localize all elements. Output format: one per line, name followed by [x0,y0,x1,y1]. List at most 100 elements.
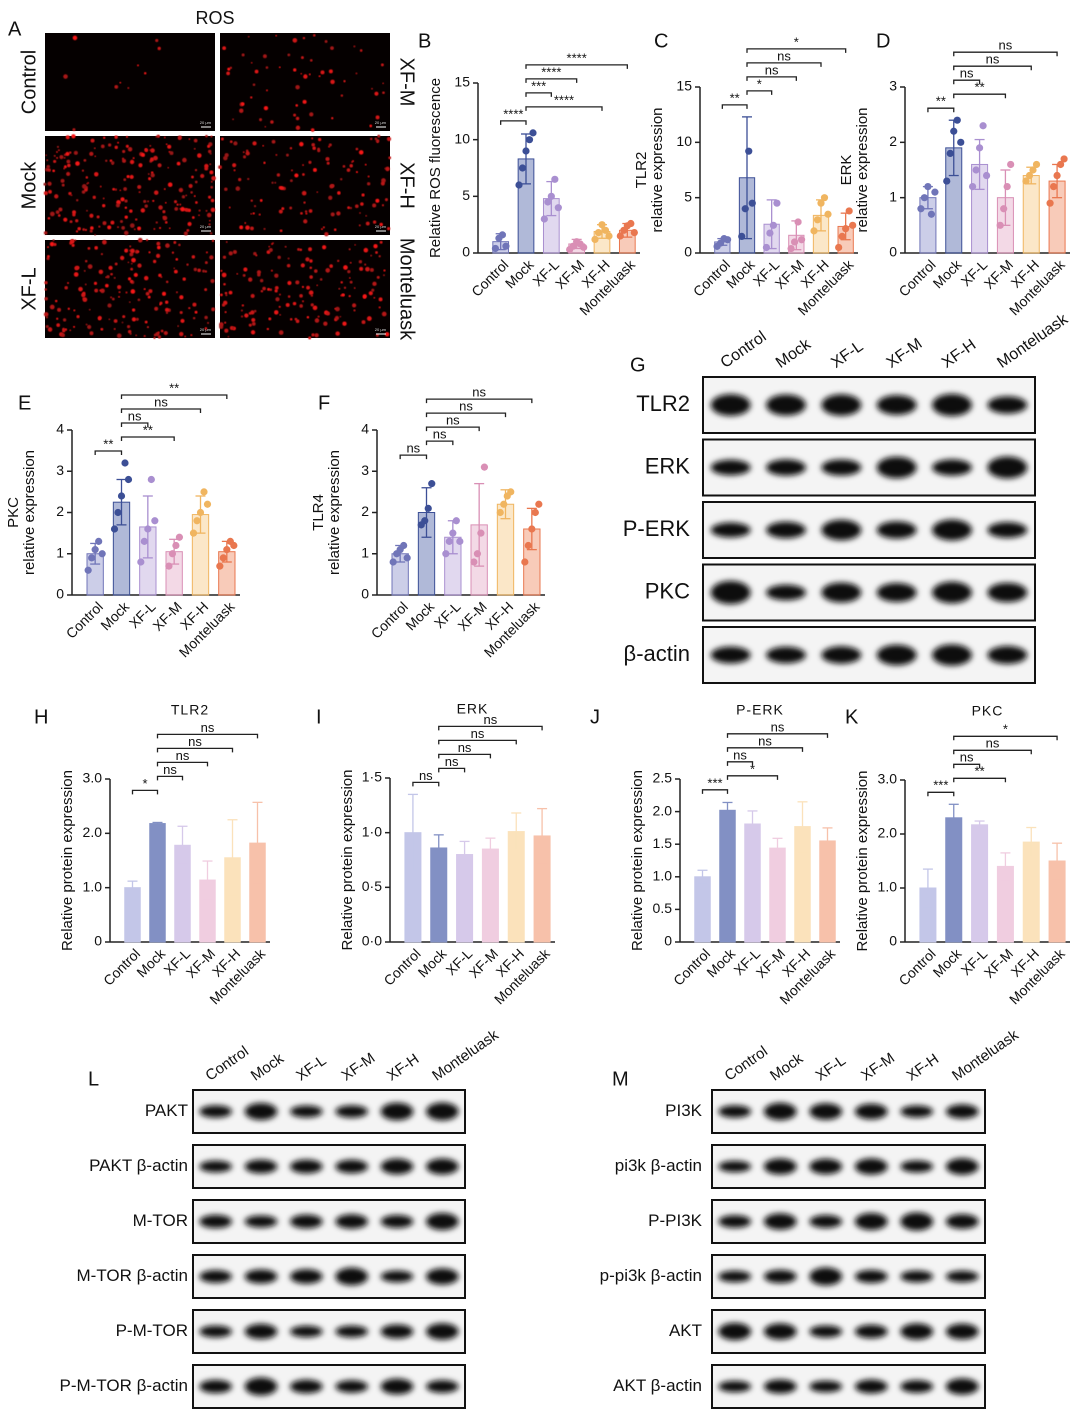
data-point [797,236,806,244]
y-axis-label: PKC [5,497,22,528]
significance-bracket [438,725,543,731]
blot-band [763,1158,797,1175]
y-tick-label: 1.0 [653,868,673,884]
significance-bracket [425,426,480,432]
y-axis-label: Relative protein expression [854,771,871,952]
fluorescence-spot [84,187,88,192]
fluorescence-spot [135,334,138,337]
fluorescence-spot [228,251,233,256]
blot-band [766,584,806,601]
fluorescence-spot [373,244,378,249]
fluorescence-spot [349,261,352,264]
fluorescence-spot [265,89,268,92]
data-point [110,525,119,533]
data-point [515,181,523,189]
significance-label: * [750,761,755,776]
fluorescence-spot [173,269,178,274]
data-point [535,500,543,508]
data-point [817,199,825,207]
data-point [745,147,753,155]
fluorescence-spot [57,214,61,217]
significance-bracket [746,62,822,67]
fluorescence-spot [82,297,85,300]
fluorescence-spot [183,231,188,236]
fluorescence-spot [379,222,383,227]
fluorescence-spot [102,197,105,200]
fluorescence-spot [338,287,341,290]
fluorescence-spot [164,220,168,224]
fluorescence-spot [62,318,67,322]
fluorescence-spot [204,166,209,171]
scale-bar-label: 20 μm [375,224,387,229]
data-point [838,232,846,240]
data-point [117,492,126,500]
data-point [502,242,510,250]
fluorescence-spot [150,148,155,153]
data-point [766,229,774,237]
fluorescence-spot [347,270,351,274]
blot-band [876,583,917,602]
fluorescence-spot [224,291,228,295]
fluorescence-spot [132,157,135,160]
fluorescence-spot [381,204,385,207]
data-point [477,529,485,537]
blot-band [335,1214,368,1229]
fluorescence-spot [211,307,216,312]
significance-bracket [131,789,159,795]
fluorescence-spot [366,182,371,186]
fluorescence-spot [314,333,319,338]
row-label: Monteluask [396,238,418,341]
blot-frame [702,376,1036,434]
fluorescence-spot [72,35,78,41]
fluorescence-spot [147,295,151,299]
fluorescence-spot [162,210,166,214]
fluorescence-spot [165,243,170,248]
fluorescence-spot [164,307,169,312]
fluorescence-spot [125,291,128,294]
fluorescence-spot [228,206,231,209]
fluorescence-spot [223,283,226,286]
fluorescence-spot [43,182,47,186]
fluorescence-spot [75,265,80,270]
y-tick-label: 0 [94,933,102,949]
fluorescence-spot [107,143,112,147]
panel-label: M [612,1068,629,1090]
significance-bracket [746,76,797,81]
fluorescence-spot [346,168,351,172]
significance-label: ns [419,768,433,783]
fluorescence-spot [302,99,307,104]
fluorescence-spot [63,156,66,159]
data-point [124,475,133,484]
fluorescence-spot [308,209,313,213]
fluorescence-spot [330,212,335,217]
fluorescence-spot [204,327,208,330]
fluorescence-spot [179,203,182,206]
significance-bracket [425,440,454,446]
fluorescence-spot [363,247,369,253]
fluorescence-spot [244,221,247,224]
fluorescence-spot [191,255,196,259]
significance-label: * [757,76,762,91]
fluorescence-spot [253,309,257,313]
data-point [1049,183,1058,191]
chart-title: P-ERK [736,702,784,718]
significance-label: *** [707,775,722,790]
significance-bracket [525,92,552,97]
fluorescence-spot [369,137,373,141]
fluorescence-spot [126,175,130,179]
fluorescence-spot [274,273,279,278]
fluorescence-spot [305,257,310,262]
data-point [98,550,106,558]
fluorescence-spot [232,163,237,168]
data-point [88,554,96,562]
significance-label: ns [458,740,472,755]
significance-label: ** [975,764,985,779]
significance-bracket [412,781,440,787]
lane-label: XF-H [384,1051,422,1085]
fluorescence-spot [220,269,223,272]
fluorescence-spot [295,280,300,285]
fluorescence-spot [121,157,125,160]
data-point [741,205,749,213]
data-point [470,558,478,566]
